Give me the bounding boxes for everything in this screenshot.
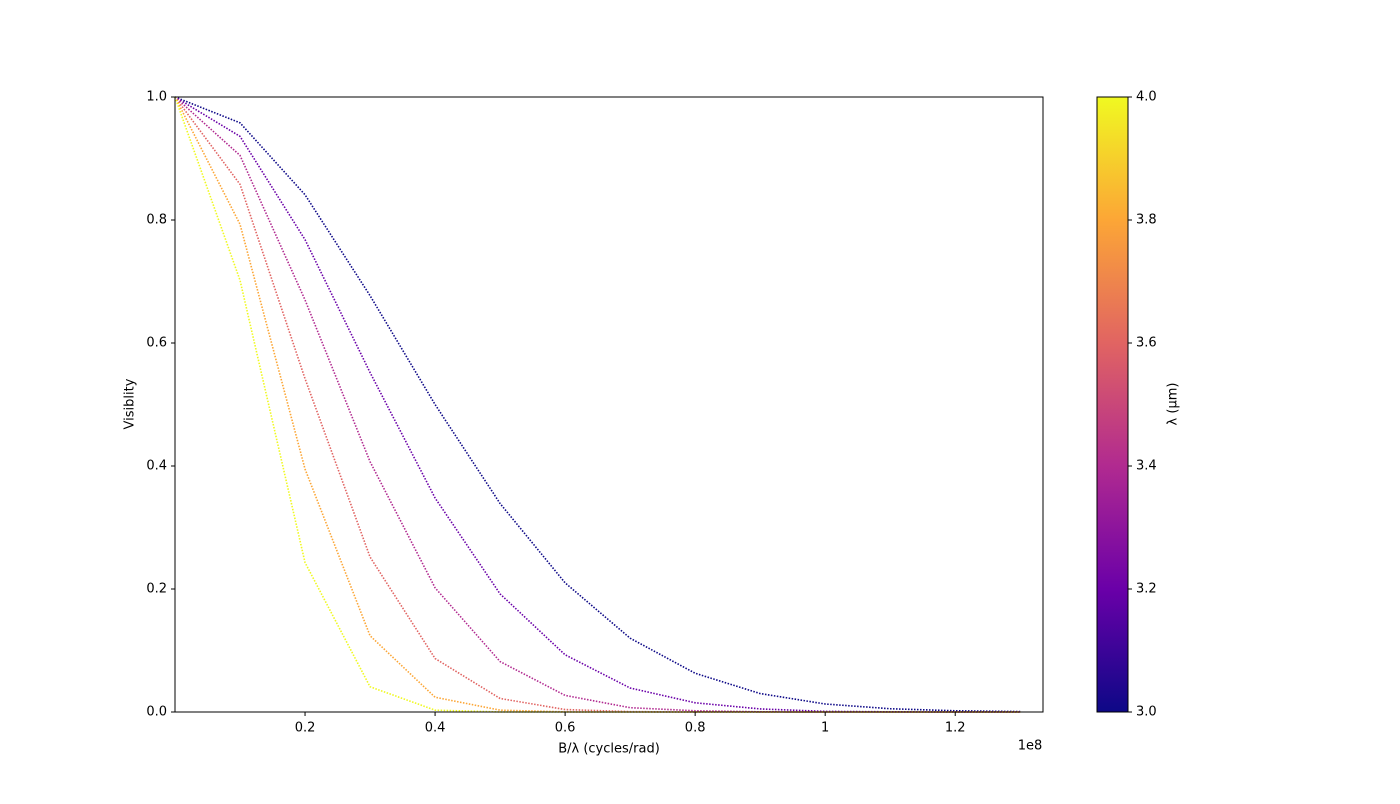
x-tick-label: 0.2 <box>295 721 316 736</box>
colorbar-tick-label: 3.0 <box>1136 705 1157 720</box>
series-line <box>174 96 1021 713</box>
x-tick-label: 1.2 <box>945 721 966 736</box>
y-tick-label: 0.0 <box>146 705 167 720</box>
x-axis-label: B/λ (cycles/rad) <box>558 742 660 757</box>
y-tick-label: 0.4 <box>146 459 167 474</box>
plot-frame <box>174 96 1044 713</box>
colorbar <box>1096 96 1129 713</box>
series-line <box>174 96 1021 713</box>
x-tick-label: 0.8 <box>685 721 706 736</box>
series-line <box>174 96 1021 713</box>
colorbar-tick-label: 3.4 <box>1136 459 1157 474</box>
y-axis-label: Visiblity <box>123 378 138 429</box>
x-tick-label: 0.4 <box>425 721 446 736</box>
x-tick-label: 0.6 <box>555 721 576 736</box>
colorbar-tick-label: 3.8 <box>1136 213 1157 228</box>
x-offset-label: 1e8 <box>1018 739 1043 754</box>
series-line <box>174 96 1021 713</box>
series-line <box>174 96 1021 713</box>
y-tick-label: 0.2 <box>146 582 167 597</box>
colorbar-tick-label: 3.6 <box>1136 336 1157 351</box>
x-tick-label: 1 <box>821 721 829 736</box>
colorbar-tick-label: 4.0 <box>1136 90 1157 105</box>
y-tick-label: 0.8 <box>146 213 167 228</box>
colorbar-label: λ (μm) <box>1166 383 1181 426</box>
series-line <box>174 96 1021 713</box>
colorbar-tick-label: 3.2 <box>1136 582 1157 597</box>
y-tick-label: 1.0 <box>146 90 167 105</box>
y-tick-label: 0.6 <box>146 336 167 351</box>
